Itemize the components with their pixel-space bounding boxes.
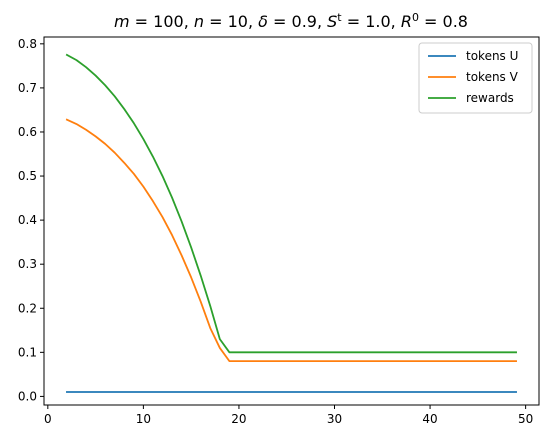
- y-tick-label: 0.6: [18, 125, 37, 139]
- y-tick-label: 0.5: [18, 169, 37, 183]
- legend-label: tokens V: [466, 70, 519, 84]
- title-part: n: [194, 12, 204, 31]
- x-tick-label: 30: [327, 412, 342, 426]
- title-part: m: [114, 12, 130, 31]
- title-part: R: [401, 12, 412, 31]
- legend: tokens U tokens V rewards: [418, 42, 533, 114]
- title-part: δ: [258, 12, 268, 31]
- plot-area: [43, 36, 540, 406]
- legend-label: tokens U: [466, 49, 518, 63]
- legend-label: rewards: [466, 91, 514, 105]
- x-tick-label: 40: [422, 412, 437, 426]
- title-part: t: [337, 11, 342, 24]
- x-tick-label: 10: [136, 412, 151, 426]
- plot-frame: [43, 36, 540, 406]
- title-part: = 1.0,: [342, 12, 401, 31]
- y-axis: 0.0 0.1 0.2 0.3 0.4 0.5 0.6 0.7 0.8: [18, 37, 44, 403]
- title-part: 0: [412, 11, 419, 24]
- y-tick-label: 0.3: [18, 257, 37, 271]
- series-line-2: [65, 53, 517, 354]
- title-part: = 0.8: [419, 12, 468, 31]
- x-tick-label: 20: [231, 412, 246, 426]
- y-tick-label: 0.0: [18, 389, 37, 403]
- chart-title: m = 100, n = 10, δ = 0.9, St = 1.0, R0 =…: [114, 11, 468, 31]
- x-tick-label: 0: [44, 412, 52, 426]
- title-part: = 100,: [130, 12, 194, 31]
- x-axis: 0 10 20 30 40 50: [44, 405, 533, 426]
- y-tick-label: 0.2: [18, 301, 37, 315]
- legend-box: [418, 42, 533, 114]
- title-part: S: [327, 12, 337, 31]
- x-tick-label: 50: [518, 412, 533, 426]
- y-tick-label: 0.4: [18, 213, 37, 227]
- y-tick-label: 0.8: [18, 37, 37, 51]
- series-line-1: [65, 118, 517, 363]
- title-part: = 10,: [204, 12, 258, 31]
- title-part: = 0.9,: [268, 12, 327, 31]
- y-tick-label: 0.7: [18, 81, 37, 95]
- y-tick-label: 0.1: [18, 345, 37, 359]
